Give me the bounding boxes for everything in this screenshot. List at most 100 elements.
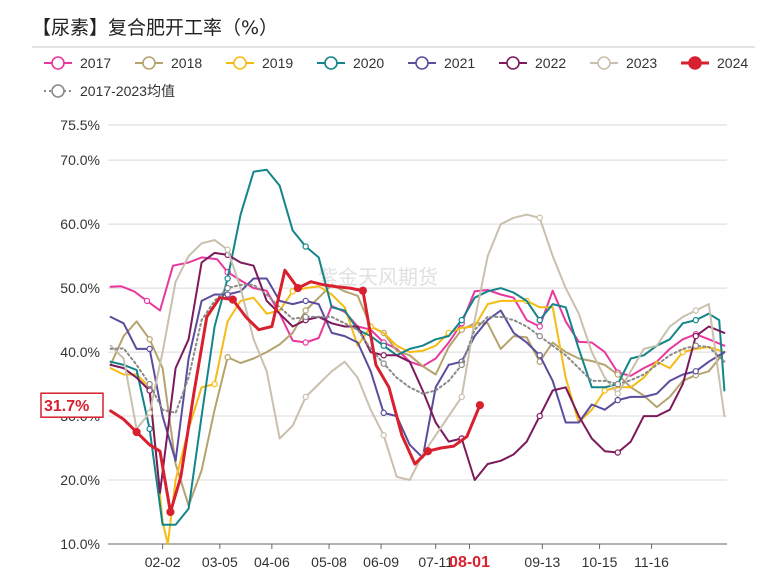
legend-item-2018[interactable]: 2018 (135, 55, 202, 71)
data-point (536, 323, 543, 330)
legend-label: 2017-2023均值 (80, 83, 175, 99)
value-badge-box (40, 392, 104, 418)
data-point (692, 368, 699, 375)
legend-item-2020[interactable]: 2020 (317, 55, 384, 71)
data-point (302, 313, 309, 321)
data-point (358, 286, 367, 295)
data-point (380, 352, 387, 359)
y-axis: 10.0%20.0%30.0%40.0%50.0%60.0%70.0%75.5% (60, 117, 100, 552)
data-point (614, 449, 621, 456)
value-badge: 31.7% (40, 392, 104, 418)
data-point (536, 332, 543, 340)
legend-label: 2020 (353, 55, 384, 71)
data-point (380, 342, 387, 349)
legend-marker (142, 56, 156, 70)
legend-marker (597, 56, 611, 70)
series-2024 (109, 268, 485, 517)
data-point (146, 336, 153, 343)
data-point (614, 390, 621, 397)
series-2022 (109, 251, 726, 494)
data-point (601, 387, 608, 394)
series-group (109, 168, 726, 545)
data-point (166, 507, 175, 517)
data-point (692, 332, 699, 340)
data-point (692, 316, 699, 324)
data-point (146, 409, 153, 417)
data-point (224, 284, 231, 292)
legend-label: 2019 (262, 55, 293, 71)
legend[interactable]: 2017 2018 2019 2020 2021 2022 2023 2024 2017-202… (44, 55, 748, 99)
y-tick-label: 50.0% (60, 280, 100, 296)
data-point (132, 427, 141, 437)
data-point (679, 348, 686, 356)
data-point (224, 291, 231, 298)
legend-label: 2023 (626, 55, 657, 71)
data-point (692, 342, 699, 349)
data-point (224, 275, 231, 282)
data-point (146, 387, 153, 394)
data-point (475, 401, 485, 410)
series-2023 (109, 213, 726, 481)
x-tick-label: 06-09 (363, 554, 399, 570)
legend-item-2017-2023均值[interactable]: 2017-2023均值 (44, 83, 175, 99)
x-tick-label: 10-15 (582, 554, 618, 570)
data-point (302, 307, 309, 314)
data-point (211, 380, 218, 388)
data-point (380, 409, 387, 417)
x-tick-label: 09-13 (524, 554, 560, 570)
data-point (614, 396, 621, 404)
legend-item-2024[interactable]: 2024 (681, 55, 748, 71)
series-2017-2023均值 (109, 283, 726, 414)
data-point (224, 354, 231, 361)
y-tick-label: 40.0% (60, 344, 100, 360)
legend-marker (688, 56, 702, 70)
data-point (302, 297, 309, 305)
x-tick-label: 07-11 (418, 554, 453, 570)
series-line (109, 283, 726, 507)
data-point (293, 284, 302, 293)
x-tick-label: 03-05 (202, 554, 238, 570)
x-tick-label-highlight: 08-01 (449, 554, 490, 571)
x-tick-label: 05-08 (311, 554, 347, 570)
data-point (536, 214, 543, 221)
legend-label: 2024 (717, 55, 748, 71)
legend-item-2019[interactable]: 2019 (226, 55, 293, 71)
legend-item-2022[interactable]: 2022 (499, 55, 566, 71)
legend-label: 2021 (444, 55, 475, 71)
series-line (109, 168, 726, 526)
legend-marker (415, 56, 429, 70)
legend-marker (506, 56, 520, 70)
data-point (614, 380, 621, 388)
data-point (143, 297, 151, 305)
data-point (423, 447, 433, 456)
y-tick-label: 70.0% (60, 152, 100, 168)
x-tick-label: 04-06 (254, 554, 290, 570)
x-tick-label: 02-02 (145, 554, 181, 570)
data-point (692, 307, 699, 314)
legend-item-2021[interactable]: 2021 (408, 55, 475, 71)
data-point (224, 246, 231, 253)
legend-label: 2022 (535, 55, 566, 71)
data-point (536, 352, 543, 359)
data-point (536, 412, 543, 420)
legend-marker (233, 56, 247, 70)
series-2020 (109, 168, 726, 526)
data-point (458, 393, 465, 401)
series-2018 (109, 283, 726, 507)
data-point (289, 288, 296, 295)
data-point (458, 361, 465, 369)
data-point (302, 339, 309, 346)
legend-marker (51, 56, 65, 70)
series-line (109, 268, 482, 514)
data-point (614, 371, 621, 378)
data-point (146, 345, 153, 353)
legend-item-2023[interactable]: 2023 (590, 55, 657, 71)
legend-marker (51, 84, 65, 98)
data-point (458, 316, 465, 324)
legend-item-2017[interactable]: 2017 (44, 55, 111, 71)
data-point (302, 393, 309, 401)
y-tick-label: 60.0% (60, 216, 100, 232)
data-point (302, 243, 309, 250)
